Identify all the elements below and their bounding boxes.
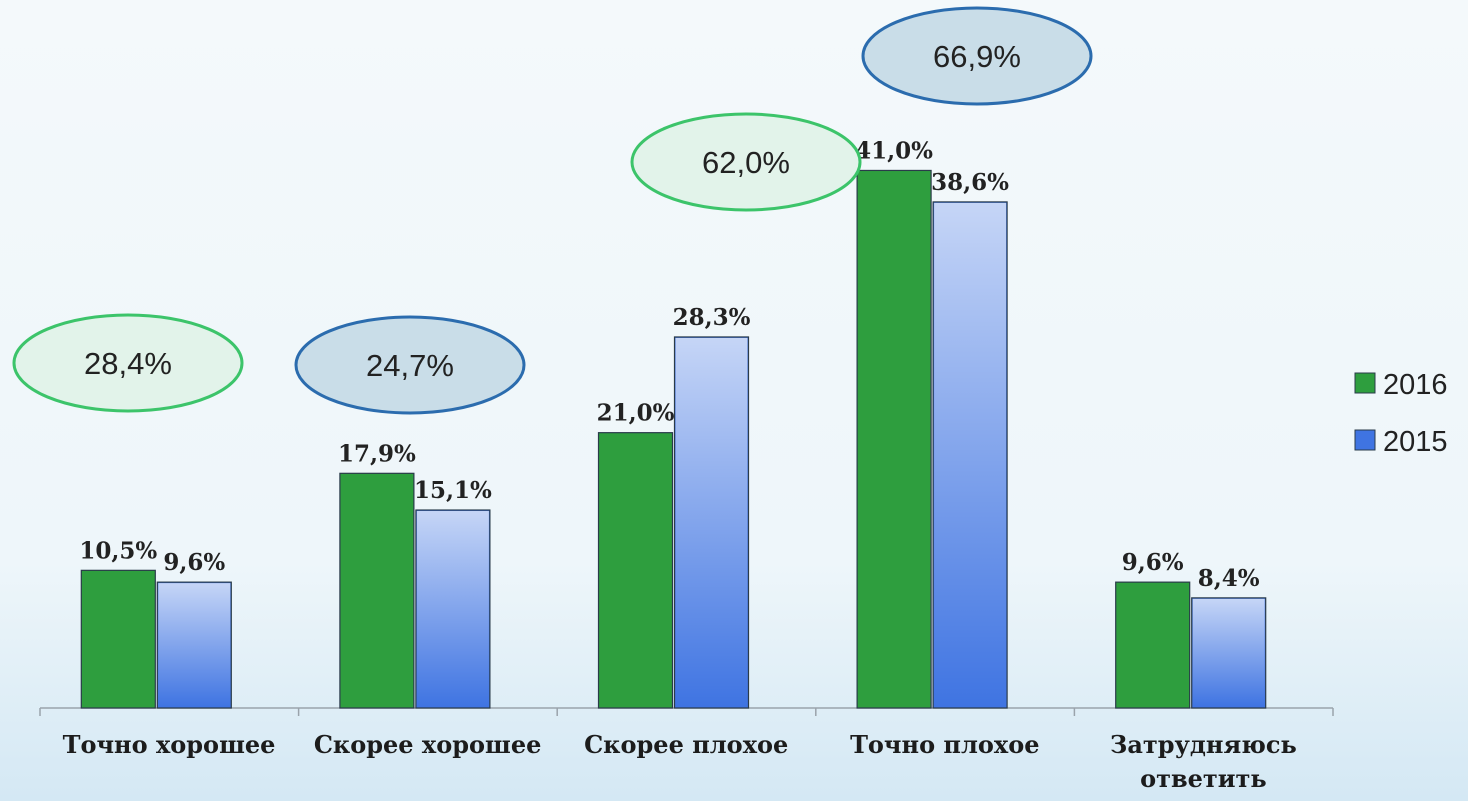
legend-swatch (1354, 429, 1376, 451)
x-tick-label: Скорее хорошее (313, 730, 542, 759)
bar-shine (934, 202, 1007, 707)
value-label: 41,0% (855, 137, 933, 164)
bar-shine (1192, 598, 1265, 707)
bar (80, 569, 156, 709)
value-label: 38,6% (931, 169, 1009, 196)
value-label: 10,5% (79, 537, 157, 564)
annotation-ellipse (294, 315, 526, 415)
bar (597, 432, 674, 709)
value-label: 8,4% (1198, 565, 1260, 592)
annotation: 62,0% (702, 145, 790, 180)
bar (339, 472, 415, 709)
value-label: 21,0% (597, 400, 675, 427)
annotation-ellipse (12, 313, 244, 413)
bar-shine (675, 337, 748, 707)
value-label: 9,6% (163, 549, 225, 576)
annotation: 28,4% (84, 346, 172, 381)
value-label: 17,9% (338, 440, 416, 467)
annotation-ellipse (630, 112, 862, 212)
x-tick-label: Затрудняюсь ответить (1110, 730, 1297, 793)
bar (856, 169, 932, 709)
bar (1115, 581, 1191, 709)
value-label: 15,1% (414, 477, 492, 504)
bar-shine (158, 583, 231, 707)
annotation: 66,9% (933, 39, 1021, 74)
x-tick-label: Точно плохое (850, 730, 1040, 759)
value-label: 9,6% (1122, 549, 1184, 576)
legend-swatch (1354, 372, 1376, 394)
value-label: 28,3% (673, 304, 751, 331)
legend-label: 2016 (1383, 369, 1448, 401)
annotation-ellipse (861, 6, 1093, 106)
x-tick-label: Точно хорошее (62, 730, 276, 759)
bar-shine (416, 511, 489, 707)
legend-label: 2015 (1383, 426, 1448, 458)
x-tick-label: Скорее плохое (584, 730, 789, 759)
annotation: 24,7% (366, 348, 454, 383)
